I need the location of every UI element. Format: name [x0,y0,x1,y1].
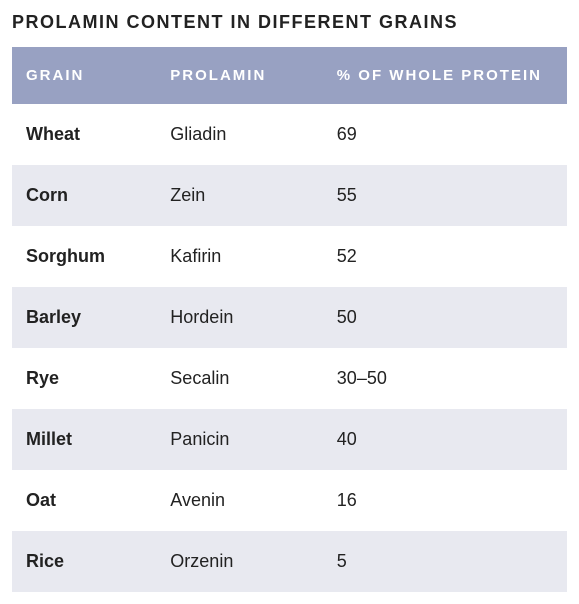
table-row: Rice Orzenin 5 [12,531,567,592]
col-header-pct: % OF WHOLE PROTEIN [323,47,567,104]
cell-grain: Corn [12,165,156,226]
cell-pct: 30–50 [323,348,567,409]
cell-prolamin: Zein [156,165,323,226]
col-header-grain: GRAIN [12,47,156,104]
cell-pct: 5 [323,531,567,592]
table-title: PROLAMIN CONTENT IN DIFFERENT GRAINS [12,12,567,33]
cell-prolamin: Hordein [156,287,323,348]
cell-grain: Sorghum [12,226,156,287]
cell-prolamin: Orzenin [156,531,323,592]
cell-grain: Rice [12,531,156,592]
table-row: Wheat Gliadin 69 [12,104,567,165]
cell-grain: Wheat [12,104,156,165]
table-row: Millet Panicin 40 [12,409,567,470]
table-header-row: GRAIN PROLAMIN % OF WHOLE PROTEIN [12,47,567,104]
cell-pct: 40 [323,409,567,470]
cell-prolamin: Avenin [156,470,323,531]
cell-pct: 52 [323,226,567,287]
cell-pct: 55 [323,165,567,226]
cell-grain: Oat [12,470,156,531]
cell-pct: 16 [323,470,567,531]
table-row: Barley Hordein 50 [12,287,567,348]
col-header-prolamin: PROLAMIN [156,47,323,104]
table-row: Sorghum Kafirin 52 [12,226,567,287]
table-row: Rye Secalin 30–50 [12,348,567,409]
cell-pct: 50 [323,287,567,348]
table-row: Oat Avenin 16 [12,470,567,531]
cell-pct: 69 [323,104,567,165]
table-row: Corn Zein 55 [12,165,567,226]
cell-grain: Millet [12,409,156,470]
cell-prolamin: Gliadin [156,104,323,165]
prolamin-table: GRAIN PROLAMIN % OF WHOLE PROTEIN Wheat … [12,47,567,592]
cell-prolamin: Panicin [156,409,323,470]
cell-grain: Barley [12,287,156,348]
cell-prolamin: Secalin [156,348,323,409]
cell-grain: Rye [12,348,156,409]
cell-prolamin: Kafirin [156,226,323,287]
